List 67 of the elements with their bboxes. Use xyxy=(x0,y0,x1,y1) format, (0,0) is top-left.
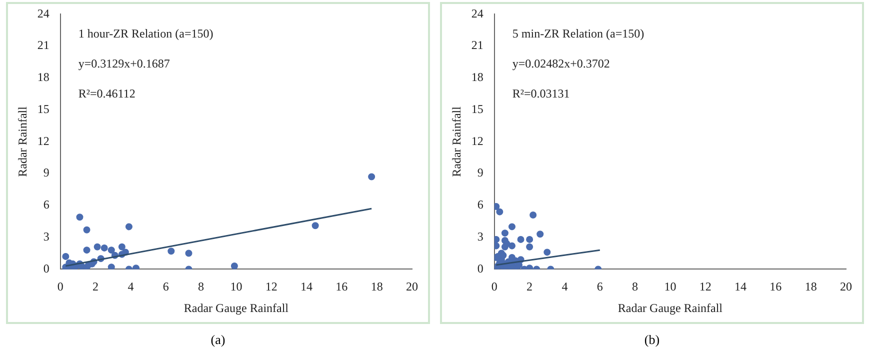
x-tick-label: 0 xyxy=(491,280,498,294)
point xyxy=(83,246,90,254)
x-tick-label: 4 xyxy=(128,280,134,294)
x-axis-title: Radar Gauge Rainfall xyxy=(184,300,290,315)
point xyxy=(100,244,108,252)
text: (b) xyxy=(643,332,661,348)
x-tick-label: 18 xyxy=(370,280,383,294)
x-tick-label: 2 xyxy=(526,280,533,294)
point xyxy=(125,223,132,230)
y-tick-label: 12 xyxy=(37,134,50,148)
y-tick-label: 0 xyxy=(43,261,50,276)
text: (a) xyxy=(210,332,226,348)
annotation: y=0.3129x+0.1687 xyxy=(78,56,170,70)
x-tick-label: 12 xyxy=(265,280,278,294)
x-tick-label: 14 xyxy=(300,280,313,294)
y-axis-title: Radar Rainfall xyxy=(15,106,30,177)
y-axis-title: Radar Rainfall xyxy=(449,106,464,177)
y-tick-label: 15 xyxy=(37,102,50,116)
x-tick-label: 16 xyxy=(770,280,782,294)
y-tick-label: 0 xyxy=(477,261,484,276)
y-tick-label: 21 xyxy=(471,38,484,52)
point xyxy=(185,250,192,257)
x-tick-label: 10 xyxy=(664,280,676,294)
y-tick-label: 12 xyxy=(471,134,484,148)
x-tick-label: 20 xyxy=(406,280,418,294)
point xyxy=(230,262,238,270)
y-tick-label: 6 xyxy=(477,198,484,212)
annotation: R²=0.46112 xyxy=(78,86,136,100)
x-tick-label: 8 xyxy=(198,280,204,294)
y-tick-label: 9 xyxy=(43,166,50,180)
x-tick-label: 6 xyxy=(596,280,603,294)
x-tick-label: 18 xyxy=(804,280,817,294)
x-tick-label: 12 xyxy=(699,280,712,294)
annotation: 5 min-ZR Relation (a=150) xyxy=(512,26,644,40)
y-tick-label: 9 xyxy=(477,166,484,180)
x-tick-label: 8 xyxy=(632,280,638,294)
x-tick-label: 10 xyxy=(230,280,242,294)
point xyxy=(108,246,115,254)
point xyxy=(76,214,84,221)
y-tick-label: 24 xyxy=(471,6,484,20)
x-axis-title: Radar Gauge Rainfall xyxy=(618,300,724,315)
point xyxy=(62,252,70,260)
annotation: y=0.02482x+0.3702 xyxy=(512,56,610,70)
point xyxy=(118,243,126,250)
y-tick-label: 24 xyxy=(37,6,50,20)
y-tick-label: 6 xyxy=(43,198,50,212)
x-tick-label: 2 xyxy=(92,280,99,294)
x-tick-label: 16 xyxy=(336,280,348,294)
point xyxy=(312,222,319,230)
y-tick-label: 15 xyxy=(471,102,484,116)
y-tick-label: 21 xyxy=(37,38,50,52)
y-tick-label: 3 xyxy=(43,229,50,244)
y-tick-label: 18 xyxy=(37,70,50,84)
point xyxy=(94,243,101,250)
point xyxy=(368,173,376,180)
x-tick-label: 20 xyxy=(840,280,852,294)
y-tick-label: 3 xyxy=(477,229,484,244)
annotation: 1 hour-ZR Relation (a=150) xyxy=(78,26,214,40)
point xyxy=(168,248,175,255)
annotation: R²=0.03131 xyxy=(512,86,570,100)
x-tick-label: 4 xyxy=(562,280,568,294)
x-tick-label: 0 xyxy=(57,280,64,294)
x-tick-label: 14 xyxy=(734,280,747,294)
y-tick-label: 18 xyxy=(471,70,484,84)
x-tick-label: 6 xyxy=(162,280,169,294)
point xyxy=(108,264,115,270)
point xyxy=(83,226,90,234)
